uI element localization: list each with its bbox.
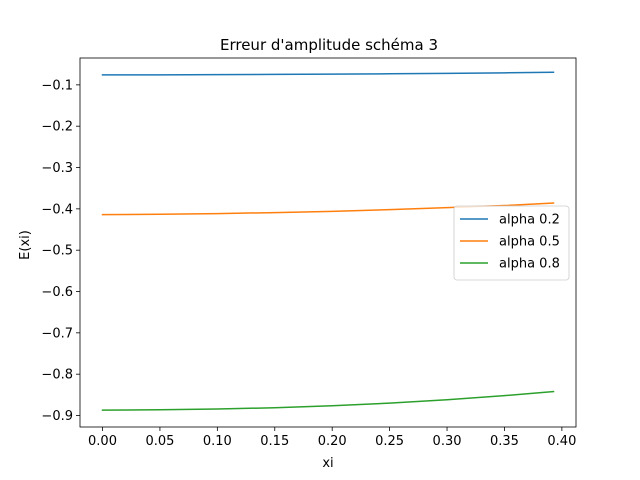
- chart-title: Erreur d'amplitude schéma 3: [220, 36, 438, 54]
- x-tick-label: 0.10: [203, 434, 232, 449]
- series-line-3: [101, 390, 555, 411]
- x-tick-label: 0.25: [375, 434, 404, 449]
- y-tick-label: −0.6: [41, 285, 73, 300]
- x-axis-label: xi: [322, 456, 333, 471]
- x-tick-label: 0.15: [260, 434, 289, 449]
- x-tick-label: 0.35: [490, 434, 519, 449]
- legend-label: alpha 0.2: [499, 213, 560, 228]
- legend: alpha 0.2 alpha 0.5 alpha 0.8: [453, 205, 570, 281]
- legend-box: [453, 205, 570, 281]
- legend-label: alpha 0.5: [499, 235, 560, 250]
- y-tick-label: −0.1: [41, 78, 73, 93]
- x-tick-label: 0.05: [145, 434, 174, 449]
- series-line-1: [101, 71, 555, 76]
- y-axis: −0.1 −0.2 −0.3 −0.4 −0.5 −0.6 −0.7 −0.8 −0.9: [41, 78, 80, 424]
- y-tick-label: −0.7: [41, 326, 73, 341]
- y-tick-label: −0.4: [41, 202, 73, 217]
- y-tick-label: −0.8: [41, 368, 73, 383]
- legend-label: alpha 0.8: [499, 257, 560, 272]
- x-tick-label: 0.30: [433, 434, 462, 449]
- y-tick-label: −0.5: [41, 244, 73, 259]
- x-tick-label: 0.00: [88, 434, 117, 449]
- x-axis: 0.00 0.05 0.10 0.15 0.20 0.25 0.30 0.35 0.40: [88, 427, 576, 449]
- x-tick-label: 0.40: [547, 434, 576, 449]
- x-tick-label: 0.20: [318, 434, 347, 449]
- y-axis-label: E(xi): [18, 230, 33, 260]
- y-tick-label: −0.2: [41, 120, 73, 135]
- y-tick-label: −0.9: [41, 409, 73, 424]
- axes-frame: [79, 57, 577, 428]
- y-tick-label: −0.3: [41, 161, 73, 176]
